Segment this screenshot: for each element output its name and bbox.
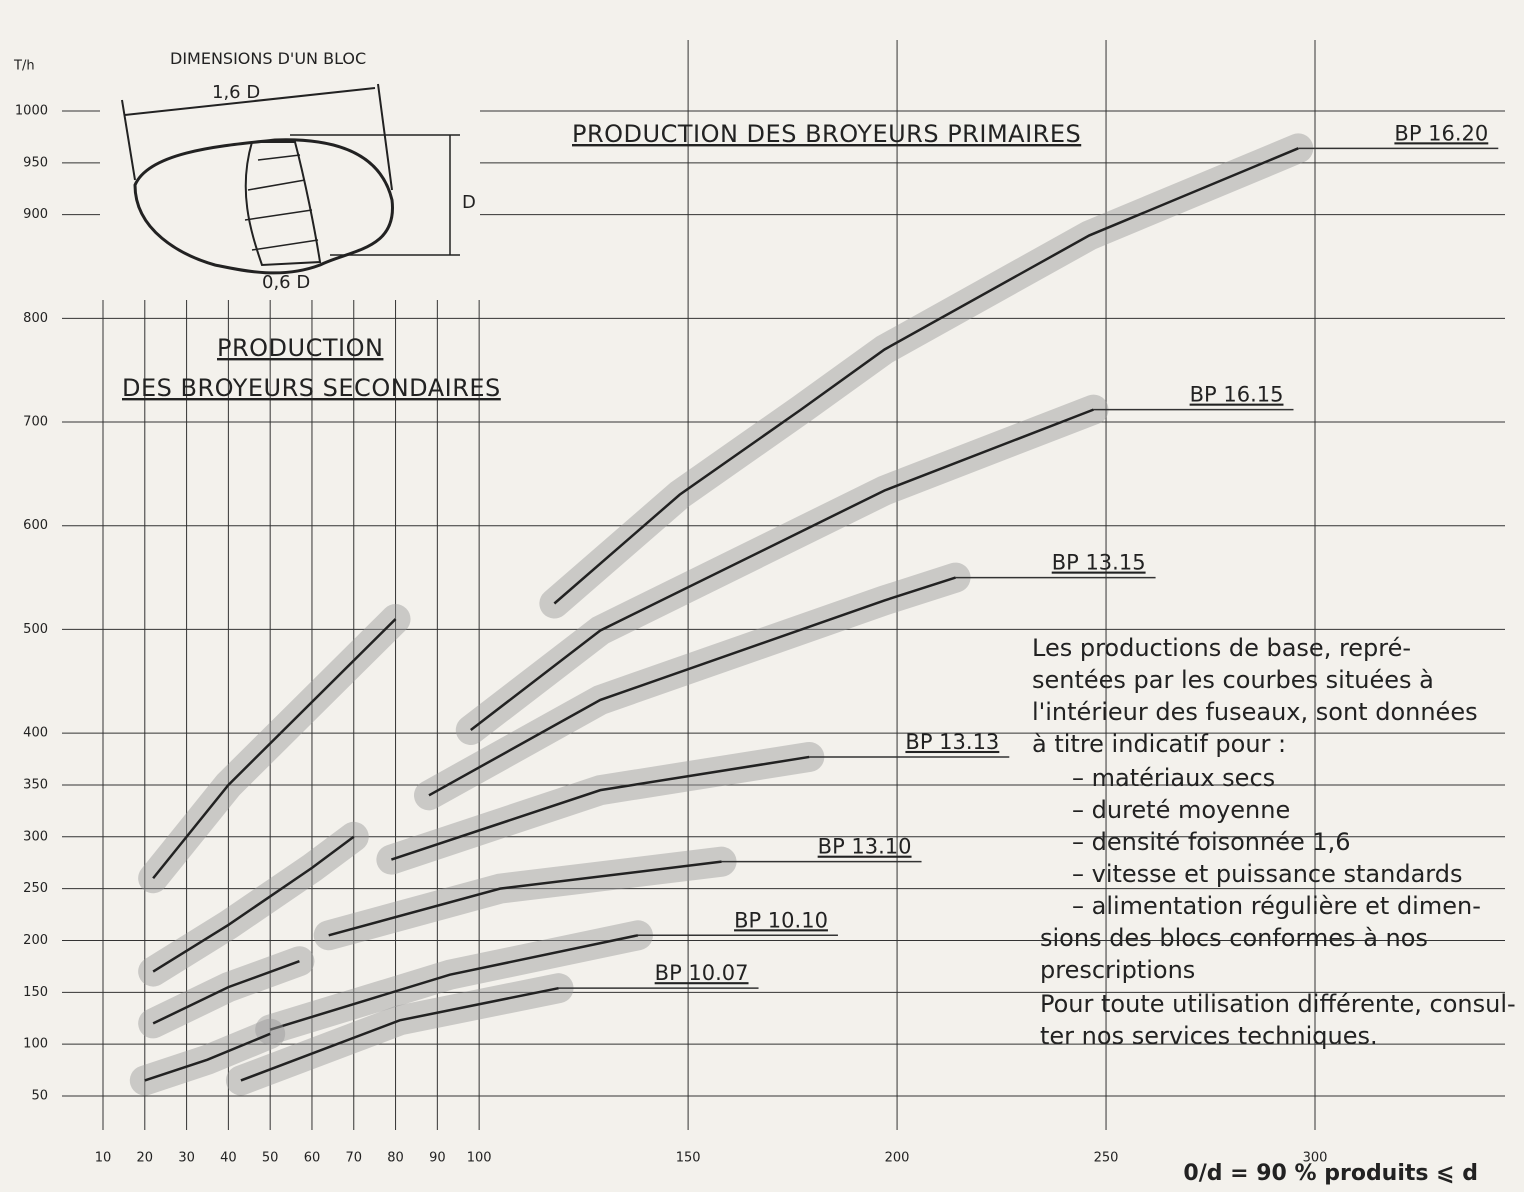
series-line xyxy=(152,960,300,1025)
note-line: – densité foisonnée 1,6 xyxy=(1072,828,1351,856)
y-tick-label: 250 xyxy=(23,881,48,896)
note-line: – dureté moyenne xyxy=(1072,796,1290,824)
series-line xyxy=(144,1032,271,1082)
note-line: Pour toute utilisation différente, consu… xyxy=(1040,990,1516,1018)
inset-label: 0,6 D xyxy=(262,272,310,293)
note-line: – vitesse et puissance standards xyxy=(1072,860,1462,888)
inset-label: 1,6 D xyxy=(212,82,260,103)
series-label: BP 16.15 xyxy=(1190,383,1284,407)
x-tick-label: 90 xyxy=(429,1151,446,1166)
y-tick-label: 100 xyxy=(23,1037,48,1052)
series-label: BP 13.10 xyxy=(818,835,912,859)
series-label: BP 10.07 xyxy=(655,961,749,985)
series-label: BP 10.10 xyxy=(734,908,828,932)
y-tick-label: 400 xyxy=(23,726,48,741)
note-line: prescriptions xyxy=(1040,956,1195,984)
y-tick-label: 950 xyxy=(23,155,48,170)
series-line xyxy=(269,934,639,1031)
series-line xyxy=(428,576,956,797)
series-line xyxy=(328,860,722,937)
y-tick-label: 500 xyxy=(23,622,48,637)
y-tick-label: 600 xyxy=(23,518,48,533)
y-tick-label: 300 xyxy=(23,829,48,844)
note-line: ter nos services techniques. xyxy=(1040,1022,1378,1050)
note-line: Les productions de base, repré- xyxy=(1032,634,1411,662)
block-outline xyxy=(133,138,394,275)
y-tick-label: 800 xyxy=(23,311,48,326)
series-line xyxy=(470,408,1094,731)
x-tick-label: 60 xyxy=(304,1151,321,1166)
x-tick-label: 300 xyxy=(1303,1151,1328,1166)
y-tick-label: 150 xyxy=(23,985,48,1000)
series-label: BP 13.13 xyxy=(905,730,999,754)
x-tick-label: 10 xyxy=(95,1151,112,1166)
subtitle: PRODUCTION xyxy=(217,334,383,362)
y-axis-label: T/h xyxy=(13,59,35,74)
x-tick-label: 70 xyxy=(345,1151,362,1166)
slice xyxy=(244,141,322,267)
inset-bg xyxy=(100,40,480,300)
x-axis-label: 0/d = 90 % produits ⩽ d xyxy=(1183,1161,1478,1186)
inset: DIMENSIONS D'UN BLOC 1,6 D D 0,6 D xyxy=(100,40,480,300)
x-tick-label: 20 xyxy=(137,1151,154,1166)
y-tick-label: 1000 xyxy=(15,104,48,119)
note-line: – alimentation régulière et dimen- xyxy=(1072,892,1481,920)
y-tick-label: 900 xyxy=(23,207,48,222)
x-tick-label: 200 xyxy=(885,1151,910,1166)
y-tick-label: 700 xyxy=(23,415,48,430)
series-line xyxy=(390,755,810,861)
x-tick-label: 30 xyxy=(178,1151,195,1166)
band xyxy=(455,394,1109,745)
inset-label: D xyxy=(462,192,476,213)
note-line: sions des blocs conformes à nos xyxy=(1040,924,1428,952)
series-line xyxy=(553,147,1299,605)
x-tick-label: 50 xyxy=(262,1151,279,1166)
series-line xyxy=(152,618,397,880)
note-line: sentées par les courbes situées à xyxy=(1032,666,1434,694)
y-tick-label: 200 xyxy=(23,933,48,948)
dimension-line xyxy=(121,83,393,191)
y-tick-label: 50 xyxy=(31,1089,48,1104)
x-tick-label: 80 xyxy=(387,1151,404,1166)
dimension-line xyxy=(290,134,460,256)
plot: 50 100 150 200 250 300 350 400 500 600 700 800 900 95… xyxy=(15,40,1505,1166)
inset-title: DIMENSIONS D'UN BLOC xyxy=(170,49,366,68)
note-line: l'intérieur des fuseaux, sont données xyxy=(1032,698,1478,726)
y-tick-label: 350 xyxy=(23,777,48,792)
subtitle: DES BROYEURS SECONDAIRES xyxy=(122,374,501,402)
series-line xyxy=(240,986,559,1082)
chart-title: PRODUCTION DES BROYEURS PRIMAIRES xyxy=(572,120,1081,148)
series-label: BP 16.20 xyxy=(1394,121,1488,145)
hatch xyxy=(244,154,319,251)
note: Les productions de base, repré- sentées … xyxy=(1032,634,1516,1050)
x-tick-label: 250 xyxy=(1094,1151,1119,1166)
series-line xyxy=(152,835,355,973)
note-line: – matériaux secs xyxy=(1072,764,1275,792)
x-tick-label: 40 xyxy=(220,1151,237,1166)
band xyxy=(539,133,1314,619)
note-line: à titre indicatif pour : xyxy=(1032,730,1286,758)
x-tick-label: 100 xyxy=(467,1151,492,1166)
series-label: BP 13.15 xyxy=(1052,551,1146,575)
x-tick-label: 150 xyxy=(676,1151,701,1166)
